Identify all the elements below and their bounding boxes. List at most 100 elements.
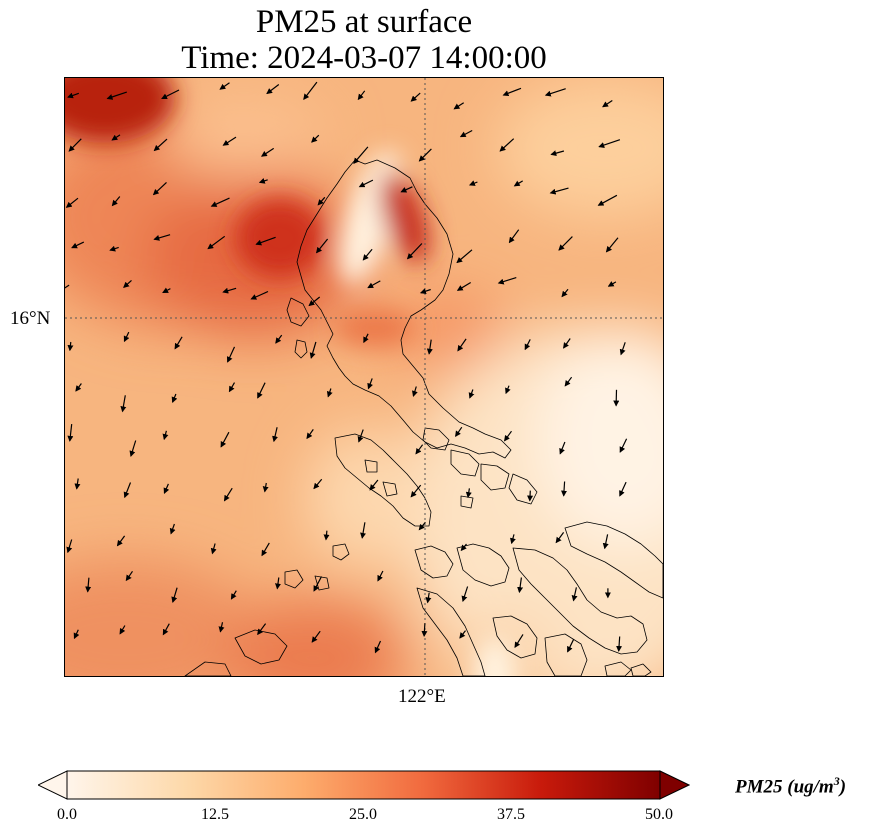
wind-arrow: [524, 339, 531, 351]
wind-arrow: [468, 389, 475, 399]
wind-arrow: [317, 196, 326, 206]
wind-arrow: [367, 378, 373, 390]
wind-arrow: [109, 245, 119, 252]
wind-arrow: [257, 623, 267, 636]
colorbar-gradient: [66, 770, 661, 800]
wind-arrow: [162, 623, 170, 636]
colorbar-tick-label: 50.0: [645, 806, 673, 823]
wind-arrow: [369, 479, 379, 491]
latitude-tick-label: 16°N: [10, 308, 51, 329]
wind-arrow: [67, 424, 74, 442]
wind-arrow: [255, 236, 276, 246]
wind-arrow: [210, 197, 230, 207]
wind-arrow: [555, 532, 565, 544]
wind-arrow: [453, 102, 465, 110]
wind-arrow: [357, 90, 366, 101]
wind-arrow: [357, 429, 364, 443]
wind-arrow: [377, 570, 384, 582]
wind-arrow: [66, 539, 73, 554]
wind-arrow: [502, 87, 522, 97]
wind-arrow: [563, 338, 571, 349]
colorbar-label: PM25 (ug/m3): [735, 774, 846, 798]
wind-arrow: [544, 88, 566, 97]
wind-arrow: [607, 281, 617, 287]
wind-arrow: [71, 241, 85, 249]
wind-arrow: [311, 134, 320, 143]
wind-arrow: [171, 587, 178, 603]
pm25-concentration-field: [65, 78, 663, 676]
map-time-subtitle: Time: 2024-03-07 14:00:00: [181, 40, 547, 76]
wind-arrow: [262, 482, 269, 493]
wind-arrow: [67, 341, 74, 352]
wind-arrow: [228, 382, 236, 393]
wind-arrow: [222, 287, 237, 294]
wind-arrow: [111, 134, 121, 141]
wind-arrow: [309, 341, 317, 359]
wind-arrow: [418, 148, 432, 162]
wind-arrow: [497, 277, 517, 285]
wind-arrow: [457, 338, 467, 352]
wind-arrow: [315, 238, 329, 254]
longitude-tick-label: 122°E: [398, 686, 446, 707]
wind-arrow: [564, 376, 573, 387]
wind-arrow: [499, 138, 515, 152]
wind-arrow: [258, 177, 268, 184]
wind-arrow: [308, 296, 321, 307]
wind-arrow: [119, 625, 126, 635]
wind-arrow: [68, 138, 82, 152]
wind-arrow: [517, 577, 524, 594]
wind-arrow: [353, 146, 369, 164]
wind-arrow: [374, 640, 382, 654]
wind-arrow: [410, 92, 421, 102]
wind-arrow: [415, 444, 424, 455]
wind-arrow: [465, 488, 472, 499]
wind-arrow: [323, 530, 330, 541]
wind-arrow: [223, 487, 233, 502]
wind-arrow: [461, 586, 469, 603]
wind-arrow: [527, 490, 534, 502]
colorbar-tick-label: 37.5: [497, 806, 525, 823]
wind-arrow: [261, 542, 270, 557]
wind-arrow: [161, 89, 180, 100]
wind-arrow: [425, 592, 432, 604]
wind-arrow: [226, 346, 236, 363]
colorbar: [38, 770, 690, 800]
wind-arrow: [111, 196, 121, 207]
wind-arrow: [266, 84, 280, 95]
wind-arrow: [505, 385, 511, 395]
wind-arrow: [421, 623, 428, 637]
wind-arrow: [419, 288, 431, 295]
wind-arrow: [303, 81, 318, 100]
wind-arrow: [123, 331, 130, 343]
wind-arrow: [549, 187, 569, 195]
wind-arrow: [561, 481, 568, 497]
wind-arrow: [514, 634, 524, 649]
colorbar-max-extend: [659, 770, 690, 800]
wind-arrow: [67, 92, 80, 99]
colorbar-tick-label: 25.0: [349, 806, 377, 823]
wind-arrow: [257, 382, 266, 399]
wind-arrow: [616, 636, 623, 652]
wind-arrow: [326, 388, 333, 398]
wind-arrow: [418, 521, 426, 531]
wind-arrow: [362, 248, 373, 261]
wind-arrow: [311, 630, 321, 643]
wind-arrow: [460, 543, 467, 552]
wind-arrow: [275, 577, 281, 590]
wind-arrow: [456, 249, 473, 264]
wind-arrow: [411, 386, 418, 397]
wind-arrow: [513, 180, 524, 187]
wind-arrow: [65, 284, 70, 289]
wind-arrow: [619, 438, 628, 453]
wind-arrow: [174, 336, 183, 350]
wind-arrow: [468, 180, 478, 186]
wind-arrow: [597, 194, 618, 206]
wind-arrow: [619, 481, 627, 497]
wind-arrow: [163, 483, 170, 495]
wind-arrow: [116, 535, 126, 547]
wind-arrow: [358, 179, 374, 188]
wind-arrow: [85, 577, 92, 593]
wind-arrow: [171, 393, 178, 404]
wind-arrow: [74, 478, 81, 490]
wind-arrow: [550, 150, 565, 157]
